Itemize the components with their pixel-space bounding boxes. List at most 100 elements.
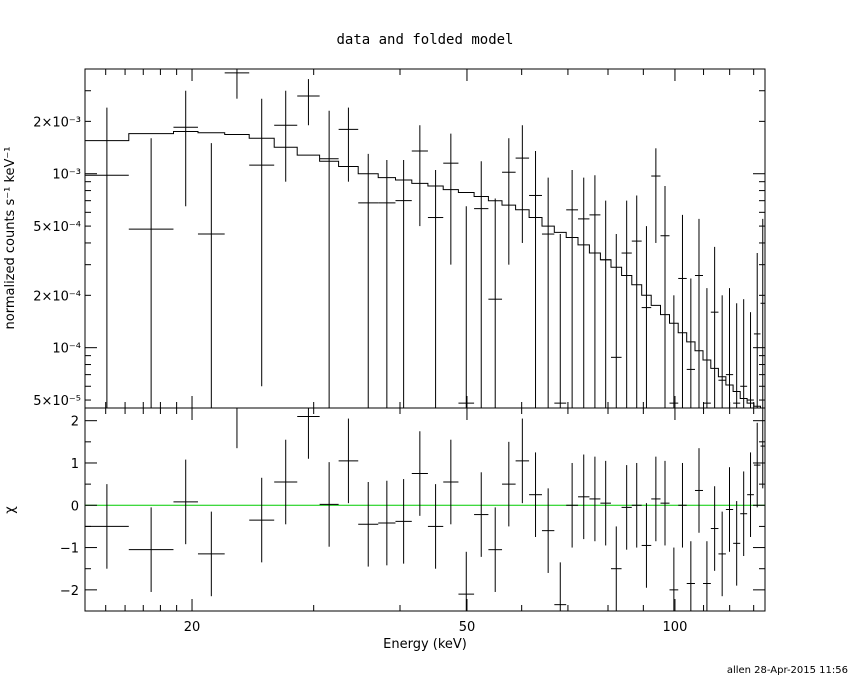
residual-point: [319, 462, 339, 547]
data-point: [686, 278, 695, 408]
data-point: [589, 175, 601, 408]
residual-point: [224, 407, 250, 449]
data-point: [725, 288, 734, 408]
residual-point: [660, 460, 670, 546]
bottom-y-ticks: 2 1 0 −1 −2: [60, 415, 765, 612]
bottom-y-tick-label: −2: [60, 584, 79, 599]
data-point: [631, 195, 642, 408]
data-point: [458, 206, 475, 408]
residual-point: [740, 471, 748, 557]
residual-point: [358, 482, 379, 567]
bottom-y-tick-label: 0: [71, 499, 79, 514]
residual-point: [589, 456, 601, 542]
data-point: [297, 79, 320, 126]
top-y-tick-label: 2×10⁻⁴: [33, 289, 81, 304]
data-point: [703, 288, 711, 408]
residual-point: [443, 439, 459, 525]
x-tick-label: 100: [663, 620, 688, 635]
bottom-x-ticks: 20 50 100: [105, 408, 755, 635]
top-y-tick-label: 10⁻³: [52, 168, 81, 183]
data-point: [128, 138, 174, 408]
residual-point: [610, 526, 622, 611]
data-point: [641, 226, 652, 408]
residual-point: [760, 408, 765, 489]
bottom-y-tick-label: −1: [60, 542, 79, 557]
residual-point: [678, 462, 687, 548]
data-point: [274, 90, 298, 182]
data-point: [678, 214, 687, 408]
data-point: [740, 299, 748, 408]
residual-point: [197, 511, 225, 597]
residual-point: [703, 541, 711, 611]
top-panel: 2×10⁻³ 10⁻³ 5×10⁻⁴ 2×10⁻⁴ 10⁻⁴ 5×10⁻⁵: [33, 68, 766, 409]
residual-point: [641, 503, 652, 588]
residual-point: [128, 507, 174, 592]
bottom-y-tick-label: 2: [71, 415, 79, 430]
data-point: [529, 151, 542, 408]
top-y-tick-label: 5×10⁻⁵: [33, 394, 81, 409]
residual-point: [395, 479, 412, 564]
x-tick-label: 50: [459, 620, 476, 635]
data-point: [566, 170, 579, 408]
residual-point: [651, 456, 661, 542]
data-point: [488, 198, 503, 408]
data-point: [474, 161, 489, 408]
data-point: [358, 153, 379, 408]
data-point: [710, 246, 719, 408]
residual-point: [488, 507, 503, 592]
residual-point: [529, 452, 542, 537]
bottom-panel-frame: [84, 407, 766, 612]
data-point: [224, 69, 250, 99]
residual-point: [578, 454, 590, 540]
residual-point: [297, 408, 320, 459]
residual-point: [378, 480, 396, 566]
bottom-y-tick-label: 1: [71, 457, 79, 472]
residual-point: [515, 418, 530, 504]
x-axis-label: Energy (keV): [383, 637, 467, 652]
top-y-tick-label: 2×10⁻³: [33, 115, 81, 130]
data-point: [669, 295, 679, 408]
data-point: [319, 110, 339, 408]
data-point: [427, 170, 444, 408]
residual-point: [554, 562, 567, 611]
top-y-tick-label: 5×10⁻⁴: [33, 220, 81, 235]
residual-point: [502, 441, 516, 527]
data-point: [760, 218, 765, 408]
data-point: [578, 177, 590, 408]
residual-point: [458, 551, 475, 611]
data-point: [660, 186, 670, 408]
data-point: [753, 253, 761, 408]
data-point: [197, 143, 225, 408]
top-y-tick-label: 10⁻⁴: [52, 342, 81, 357]
residual-point: [474, 472, 489, 557]
residual-point: [733, 501, 741, 586]
data-point: [718, 295, 726, 408]
residual-point: [747, 452, 754, 537]
residual-point: [85, 484, 129, 569]
data-point: [554, 234, 567, 408]
top-x-ticks: [105, 69, 755, 408]
residual-point: [621, 465, 632, 550]
data-point: [249, 98, 275, 387]
residual-point: [173, 459, 198, 545]
data-point: [173, 90, 198, 207]
residual-point: [686, 541, 695, 611]
residual-point: [725, 467, 734, 552]
folded-model-line: [85, 131, 765, 409]
data-point: [747, 312, 754, 408]
residual-point: [669, 547, 679, 611]
data-point: [395, 159, 412, 408]
top-panel-frame: [84, 68, 766, 409]
chart-title: data and folded model: [336, 32, 513, 48]
data-point: [610, 234, 622, 408]
residual-point: [411, 431, 428, 516]
bottom-panel: 2 1 0 −1 −2 2 0 50 100: [60, 407, 766, 635]
data-point: [694, 218, 704, 408]
residual-point: [710, 486, 719, 571]
bottom-y-axis-label: χ: [3, 506, 18, 514]
data-point: [502, 138, 516, 265]
data-point: [85, 107, 129, 408]
data-point: [378, 159, 396, 408]
residual-point: [694, 448, 704, 533]
residual-point: [600, 460, 611, 546]
